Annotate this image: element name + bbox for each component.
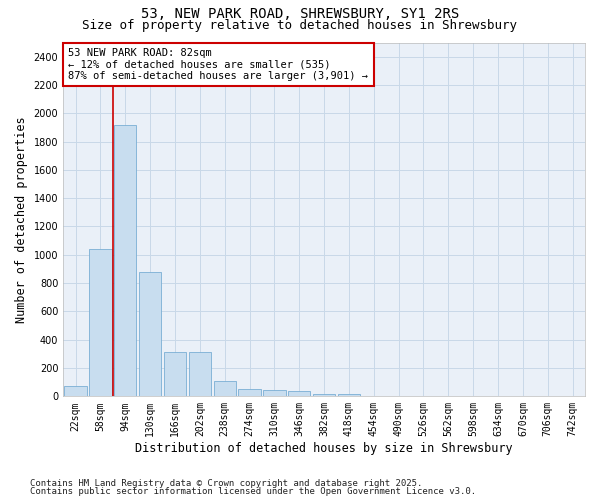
Bar (164, 352, 186, 397)
Bar (313, 394, 335, 396)
Bar (288, 392, 310, 396)
Text: Contains public sector information licensed under the Open Government Licence v3: Contains public sector information licen… (30, 487, 476, 496)
Bar (139, 272, 161, 396)
Y-axis label: Number of detached properties: Number of detached properties (15, 116, 28, 322)
Bar (214, 381, 236, 396)
Bar (263, 390, 286, 396)
Bar (114, 124, 136, 396)
Text: 53 NEW PARK ROAD: 82sqm
← 12% of detached houses are smaller (535)
87% of semi-d: 53 NEW PARK ROAD: 82sqm ← 12% of detache… (68, 48, 368, 81)
Text: 53, NEW PARK ROAD, SHREWSBURY, SY1 2RS: 53, NEW PARK ROAD, SHREWSBURY, SY1 2RS (141, 8, 459, 22)
Bar (89, 249, 112, 396)
Bar (338, 394, 360, 396)
Bar (238, 388, 261, 396)
Text: Size of property relative to detached houses in Shrewsbury: Size of property relative to detached ho… (83, 19, 517, 32)
Bar (64, 386, 87, 396)
Text: Contains HM Land Registry data © Crown copyright and database right 2025.: Contains HM Land Registry data © Crown c… (30, 478, 422, 488)
X-axis label: Distribution of detached houses by size in Shrewsbury: Distribution of detached houses by size … (135, 442, 513, 455)
Bar (188, 352, 211, 397)
